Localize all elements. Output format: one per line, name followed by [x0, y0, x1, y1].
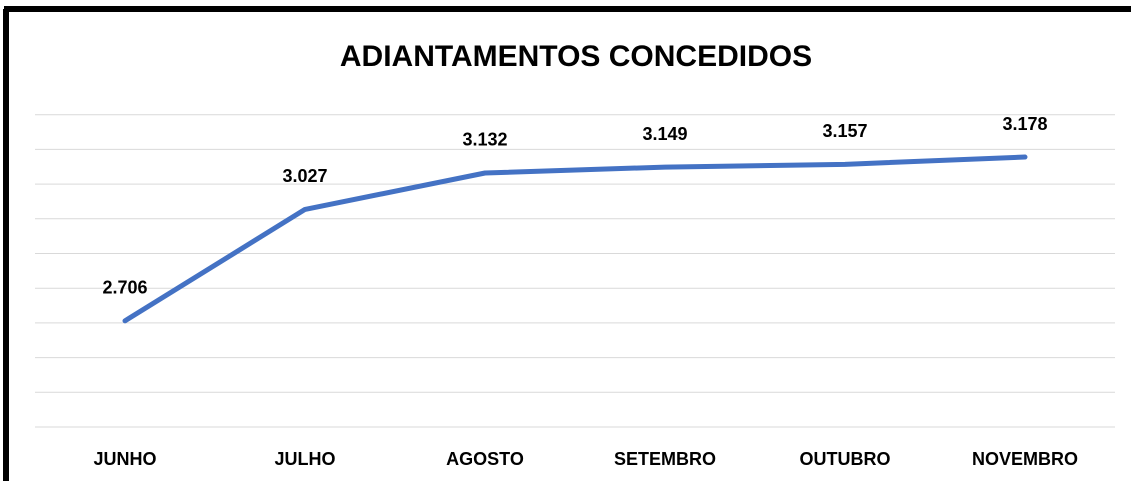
data-label: 2.706: [102, 278, 147, 298]
x-tick-label: JULHO: [274, 449, 335, 469]
x-tick-label: SETEMBRO: [614, 449, 716, 469]
x-tick-label: OUTUBRO: [800, 449, 891, 469]
data-label: 3.132: [462, 130, 507, 150]
x-tick-label: JUNHO: [93, 449, 156, 469]
data-label: 3.178: [1002, 114, 1047, 134]
data-label: 3.157: [822, 121, 867, 141]
x-tick-label: AGOSTO: [446, 449, 524, 469]
chart-title: ADIANTAMENTOS CONCEDIDOS: [340, 40, 812, 73]
x-tick-label: NOVEMBRO: [972, 449, 1078, 469]
data-label: 3.027: [282, 166, 327, 186]
line: [122, 154, 1028, 324]
data-label: 3.149: [642, 124, 687, 144]
